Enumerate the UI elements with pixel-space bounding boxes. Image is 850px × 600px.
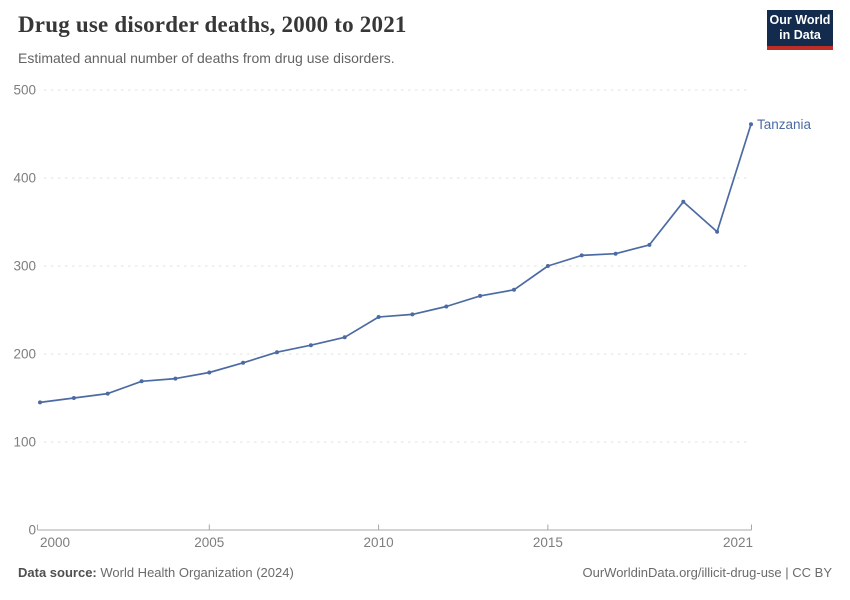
data-point-tanzania-2020[interactable] xyxy=(715,229,720,234)
y-axis-label-400: 400 xyxy=(13,171,36,186)
x-axis-label-2015: 2015 xyxy=(533,535,563,550)
data-point-tanzania-2000[interactable] xyxy=(38,400,42,405)
chart-subtitle: Estimated annual number of deaths from d… xyxy=(18,50,395,66)
page-title: Drug use disorder deaths, 2000 to 2021 xyxy=(18,12,407,37)
data-point-tanzania-2003[interactable] xyxy=(139,379,144,384)
data-point-tanzania-2002[interactable] xyxy=(105,391,110,396)
data-point-tanzania-2006[interactable] xyxy=(241,360,246,365)
data-point-tanzania-2019[interactable] xyxy=(681,199,686,204)
x-axis-label-2021: 2021 xyxy=(723,535,753,550)
data-point-tanzania-2007[interactable] xyxy=(275,350,279,355)
data-point-tanzania-2018[interactable] xyxy=(647,242,652,247)
data-point-tanzania-2008[interactable] xyxy=(308,343,313,348)
series-label-tanzania[interactable]: Tanzania xyxy=(757,117,812,132)
x-axis-label-2005: 2005 xyxy=(194,535,224,550)
data-point-tanzania-2017[interactable] xyxy=(613,251,618,256)
data-point-tanzania-2001[interactable] xyxy=(71,396,76,400)
data-point-tanzania-2015[interactable] xyxy=(545,264,550,268)
chart-footer: Data source: World Health Organization (… xyxy=(18,565,832,580)
data-point-tanzania-2013[interactable] xyxy=(478,293,483,298)
data-point-tanzania-2012[interactable] xyxy=(444,304,449,309)
owid-logo[interactable]: Our World in Data xyxy=(767,10,833,50)
logo-line1: Our World xyxy=(769,13,831,27)
y-axis-label-200: 200 xyxy=(13,347,36,362)
data-source-text: World Health Organization (2024) xyxy=(96,565,294,580)
data-source-label: Data source: xyxy=(18,565,97,580)
x-axis-label-2000: 2000 xyxy=(40,535,70,550)
x-axis-label-2010: 2010 xyxy=(364,535,394,550)
data-point-tanzania-2014[interactable] xyxy=(512,287,516,292)
y-axis-label-100: 100 xyxy=(13,435,36,450)
y-axis-label-300: 300 xyxy=(13,259,36,274)
data-point-tanzania-2016[interactable] xyxy=(579,253,584,258)
y-axis-label-500: 500 xyxy=(13,83,36,98)
logo-line2: in Data xyxy=(779,28,821,42)
data-source-note: Data source: World Health Organization (… xyxy=(18,565,294,580)
data-point-tanzania-2010[interactable] xyxy=(376,315,381,319)
data-point-tanzania-2021[interactable] xyxy=(749,122,753,127)
data-point-tanzania-2011[interactable] xyxy=(410,312,415,317)
owid-citation-link[interactable]: OurWorldinData.org/illicit-drug-use | CC… xyxy=(582,565,833,580)
data-point-tanzania-2005[interactable] xyxy=(207,370,212,375)
y-axis-label-0: 0 xyxy=(28,523,36,538)
data-point-tanzania-2004[interactable] xyxy=(173,376,178,381)
data-point-tanzania-2009[interactable] xyxy=(342,335,347,340)
series-line-tanzania[interactable] xyxy=(39,123,752,404)
